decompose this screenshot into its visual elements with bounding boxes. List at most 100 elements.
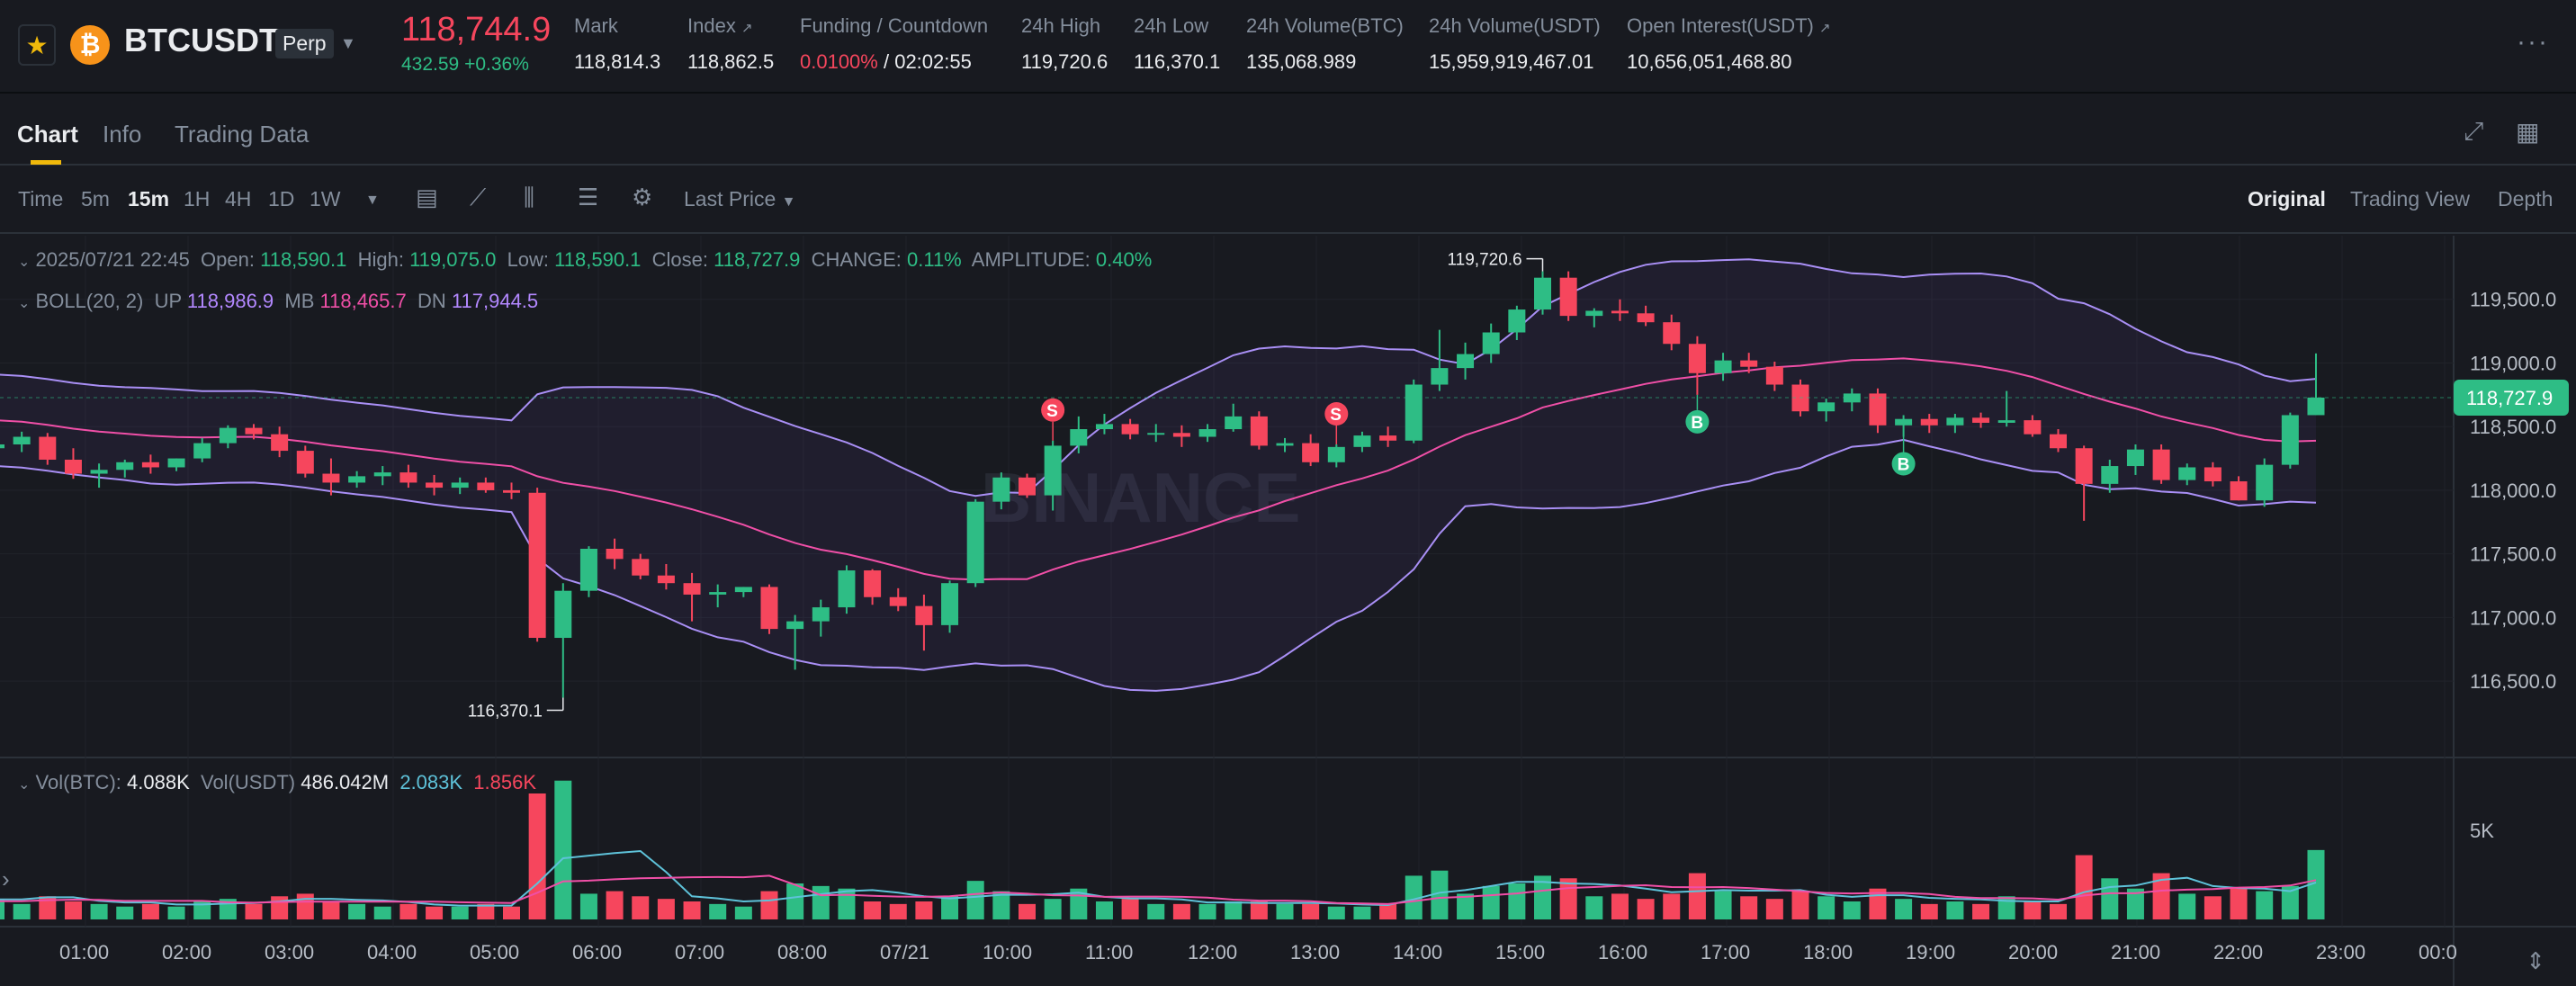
candle-body [915, 605, 933, 625]
interval-dropdown-icon[interactable]: ▼ [365, 193, 380, 208]
candle-body [451, 482, 469, 489]
max-price-label: 119,720.6 [1448, 251, 1522, 270]
x-tick-label: 02:00 [162, 941, 211, 964]
candle-body [1534, 277, 1551, 310]
symbol-name[interactable]: BTCUSDT [124, 22, 279, 58]
collapse-arrow-icon: › [2, 865, 10, 892]
candle-body [709, 592, 727, 595]
candle-body [657, 575, 675, 584]
tab-info[interactable]: Info [103, 121, 142, 148]
boll-dn-label: DN [417, 290, 446, 312]
time-label[interactable]: Time [18, 187, 64, 211]
candle-body [1559, 277, 1577, 317]
volume-btc-value: 135,068.989 [1246, 50, 1357, 73]
volume-bar [1457, 893, 1475, 919]
candle-body [1663, 322, 1681, 345]
funding-label: Funding / Countdown [800, 14, 989, 37]
volume-bar [1843, 901, 1861, 919]
calendar-icon[interactable]: ▤ [416, 184, 438, 211]
volume-bar [13, 903, 31, 919]
legend-date: 2025/07/21 22:45 [35, 248, 190, 271]
candle-body [760, 587, 778, 630]
volume-bar [632, 896, 650, 919]
candle-body [2281, 415, 2299, 465]
tab-trading-data[interactable]: Trading Data [175, 121, 310, 148]
chevron-down-icon[interactable]: ⌄ [18, 296, 31, 311]
view-trading-view[interactable]: Trading View [2350, 187, 2470, 211]
candle-body [1121, 424, 1139, 435]
volume-bar [245, 903, 263, 919]
volume-bar [1740, 896, 1758, 919]
volume-bar [1534, 875, 1551, 919]
current-price-tag [2454, 379, 2569, 416]
volume-bar [2204, 896, 2221, 919]
index-label[interactable]: Index ↗ [687, 14, 753, 37]
y-tick-label: 116,500.0 [2470, 670, 2556, 693]
more-icon[interactable]: ··· [2517, 27, 2549, 57]
view-depth[interactable]: Depth [2498, 187, 2554, 211]
chevron-down-icon[interactable]: ⌄ [18, 777, 31, 793]
interval-1h[interactable]: 1H [184, 187, 211, 211]
chevron-down-icon[interactable]: ⌄ [18, 255, 31, 270]
interval-1d[interactable]: 1D [268, 187, 295, 211]
volume-bar [1585, 896, 1603, 919]
volume-bar [1920, 903, 1938, 919]
ohlc-legend: ⌄ 2025/07/21 22:45 Open: 118,590.1 High:… [18, 248, 1152, 272]
volume-bar [477, 903, 495, 919]
open-interest-label[interactable]: Open Interest(USDT) ↗ [1627, 14, 1831, 37]
interval-1w[interactable]: 1W [310, 187, 341, 211]
chevron-down-icon[interactable]: ▼ [340, 34, 356, 52]
candle-body [1225, 416, 1243, 430]
boll-mb: 118,465.7 [319, 290, 407, 312]
axis-scale-icon[interactable]: ⇕ [2526, 947, 2545, 974]
layout-grid-icon[interactable]: ▦ [2516, 118, 2540, 146]
candle-type-icon[interactable]: ⫼ [524, 184, 534, 211]
candle-body [2075, 448, 2093, 484]
volume-bar [193, 901, 211, 919]
favorite-star-icon[interactable]: ★ [18, 24, 56, 66]
candle-body [1714, 360, 1732, 373]
volume-bar [1997, 896, 2015, 919]
volume-bar [451, 906, 469, 919]
candle-body [1095, 424, 1113, 430]
volume-bar [348, 903, 366, 919]
funding-stat: Funding / Countdown 0.0100% / 02:02:55 [800, 14, 988, 74]
volume-bar [941, 896, 959, 919]
index-stat[interactable]: Index ↗ 118,862.5 [687, 14, 774, 74]
view-original[interactable]: Original [2248, 187, 2326, 211]
volume-bar [1663, 893, 1681, 919]
volume-bar [1508, 883, 1526, 919]
candle-body [426, 482, 444, 489]
volume-bar [1019, 903, 1036, 919]
candle-body [1250, 416, 1268, 446]
candle-body [167, 458, 185, 468]
price-type-select[interactable]: Last Price ▼ [684, 187, 796, 211]
tab-chart[interactable]: Chart [17, 121, 78, 148]
open-interest-stat[interactable]: Open Interest(USDT) ↗ 10,656,051,468.80 [1627, 14, 1831, 74]
buy-signal-marker [1891, 452, 1916, 476]
settings-gear-icon[interactable]: ⚙ [632, 184, 653, 211]
boll-dn: 117,944.5 [451, 290, 539, 312]
vol-ma2: 1.856K [473, 771, 537, 793]
volume-bar [838, 888, 856, 919]
expand-icon[interactable]: ⤢ [2464, 117, 2484, 145]
volume-bar [864, 901, 882, 919]
indicator-icon[interactable]: ⟋ [470, 184, 487, 211]
candle-body [2230, 481, 2248, 501]
ticker-header: ★ ₿ BTCUSDT Perp ▼ 118,744.9 432.59 +0.3… [0, 0, 2576, 94]
candle-body [1765, 366, 1783, 385]
volume-bar [1559, 878, 1577, 919]
funding-countdown: / 02:02:55 [883, 50, 972, 73]
layers-icon[interactable]: ☰ [578, 184, 599, 211]
interval-4h[interactable]: 4H [225, 187, 252, 211]
candle-body [141, 462, 159, 468]
vol-btc: 4.088K [127, 771, 190, 793]
volume-bar [0, 899, 4, 919]
vol-ma1: 2.083K [399, 771, 463, 793]
x-tick-label: 21:00 [2111, 941, 2160, 964]
interval-5m[interactable]: 5m [81, 187, 110, 211]
volume-bar [2050, 903, 2067, 919]
candle-body [245, 427, 263, 435]
interval-15m[interactable]: 15m [128, 187, 170, 211]
